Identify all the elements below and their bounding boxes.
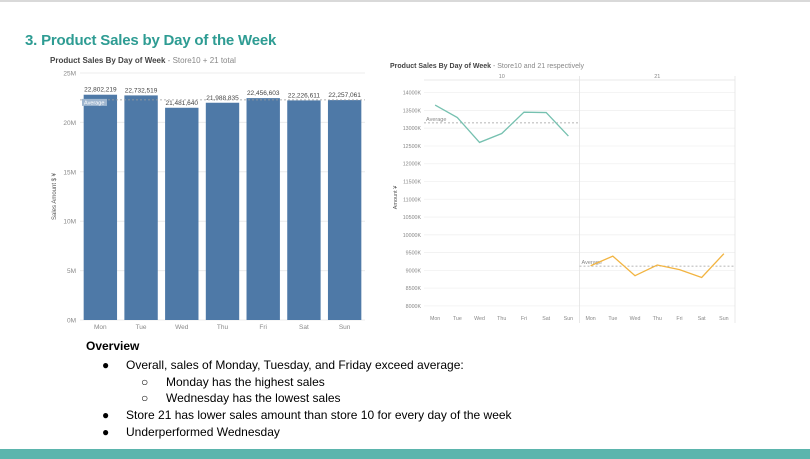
bar-value-label: 22,732,519: [125, 87, 158, 94]
series-21-line: [590, 253, 725, 279]
bar-value-label: 22,257,061: [328, 92, 361, 99]
bar-sat: [287, 100, 321, 320]
right-chart-ytick-label: 14000K: [403, 91, 422, 97]
bullet-2-marker: ●: [102, 408, 110, 422]
left-chart-average-label: Average: [84, 100, 104, 106]
right-chart-ytick-label: 12500K: [403, 144, 422, 150]
right-chart-xtick-label: Tue: [453, 316, 462, 322]
bar-value-label: 22,226,611: [288, 92, 320, 99]
panel-header-10: 10: [499, 74, 505, 80]
right-chart-ytick-label: 13000K: [403, 126, 422, 132]
left-chart-ytick-label: 0M: [67, 318, 76, 325]
left-chart-ytick-label: 15M: [63, 169, 76, 176]
series-21-average-label: Average: [582, 260, 602, 266]
right-chart-ytick-label: 11000K: [403, 197, 421, 203]
right-chart-ytick-label: 12000K: [403, 162, 422, 168]
bar-value-label: 22,802,219: [84, 87, 117, 94]
left-chart-xtick-label: Tue: [136, 324, 147, 331]
left-chart-ytick-label: 20M: [63, 120, 76, 127]
slide-title: 3. Product Sales by Day of the Week: [25, 32, 277, 49]
bar-sun: [327, 100, 362, 320]
bottom-accent-bar: [0, 449, 810, 459]
sub-bullet-2-marker: ○: [141, 391, 149, 405]
bar-tue: [124, 95, 158, 320]
sub-bullet-1-marker: ○: [141, 375, 149, 389]
right-chart-ytick-label: 11500K: [403, 180, 421, 186]
bullet-1-marker: ●: [102, 358, 110, 372]
bar-wed: [165, 107, 199, 320]
right-chart-xtick-label: Tue: [608, 316, 617, 322]
left-chart-title-main: Product Sales By Day of Week: [50, 56, 166, 65]
right-chart-title-main: Product Sales By Day of Week: [390, 63, 492, 70]
right-chart-ytick-label: 10000K: [403, 233, 422, 239]
overview-heading: Overview: [86, 339, 140, 353]
right-chart-xtick-label: Mon: [430, 316, 440, 322]
left-chart-xtick-label: Sun: [339, 324, 351, 331]
bar-thu: [205, 102, 240, 321]
bar-fri: [246, 98, 280, 321]
bar-value-label: 21,988,835: [206, 95, 239, 102]
right-chart-title: Product Sales By Day of Week - Store10 a…: [390, 63, 584, 70]
sub-bullet-2-text: Wednesday has the lowest sales: [166, 391, 341, 405]
bullet-3-marker: ●: [102, 425, 110, 439]
right-chart-xtick-label: Fri: [521, 316, 527, 322]
right-chart-xtick-label: Mon: [585, 316, 595, 322]
left-chart-title: Product Sales By Day of Week - Store10 +…: [50, 56, 236, 65]
right-chart-xtick-label: Fri: [676, 316, 682, 322]
panel-header-21: 21: [654, 74, 660, 80]
right-chart-ytick-label: 9500K: [406, 251, 422, 257]
left-chart-xtick-label: Mon: [94, 324, 107, 331]
left-chart-xtick-label: Fri: [259, 324, 267, 331]
bar-value-label: 21,481,640: [166, 100, 199, 107]
right-chart-ytick-label: 8500K: [406, 286, 422, 292]
right-chart-ylabel: Amount ¥: [393, 185, 399, 209]
right-chart-title-sub: - Store10 and 21 respectively: [491, 63, 585, 70]
left-chart-ytick-label: 25M: [63, 71, 76, 78]
top-border: [0, 0, 810, 2]
bullet-1-text: Overall, sales of Monday, Tuesday, and F…: [126, 358, 464, 372]
left-chart-xtick-label: Sat: [299, 324, 309, 331]
right-chart-xtick-label: Sat: [698, 316, 706, 322]
right-chart-xtick-label: Sun: [564, 316, 573, 322]
bullet-3-text: Underperformed Wednesday: [126, 425, 280, 439]
right-chart-xtick-label: Thu: [497, 316, 506, 322]
series-10-line: [434, 104, 569, 144]
right-chart-xtick-label: Wed: [630, 316, 641, 322]
sub-bullet-1-text: Monday has the highest sales: [166, 375, 325, 389]
left-chart-xtick-label: Thu: [217, 324, 229, 331]
right-chart-ytick-label: 10500K: [403, 215, 422, 221]
right-chart-xtick-label: Sat: [542, 316, 550, 322]
right-chart-ytick-label: 13500K: [403, 108, 422, 114]
left-chart-ytick-label: 5M: [67, 268, 76, 275]
overview-section: Overview ● Overall, sales of Monday, Tue…: [86, 339, 786, 439]
right-chart-xtick-label: Sun: [719, 316, 728, 322]
series-10-average-label: Average: [426, 117, 446, 123]
left-chart-average-label-box: [82, 98, 107, 106]
right-chart-ytick-label: 9000K: [406, 268, 422, 274]
bar-value-label: 22,456,603: [247, 90, 280, 97]
left-chart-xtick-label: Wed: [175, 324, 189, 331]
left-chart-ylabel: Sales Amount $ ¥: [52, 172, 58, 220]
left-chart-title-sub: - Store10 + 21 total: [165, 56, 236, 65]
right-chart-ytick-label: 8000K: [406, 304, 422, 310]
right-chart-xtick-label: Wed: [474, 316, 485, 322]
left-chart-ytick-label: 10M: [63, 219, 76, 226]
right-chart-xtick-label: Thu: [653, 316, 662, 322]
bullet-2-text: Store 21 has lower sales amount than sto…: [126, 408, 512, 422]
bar-mon: [83, 94, 118, 320]
